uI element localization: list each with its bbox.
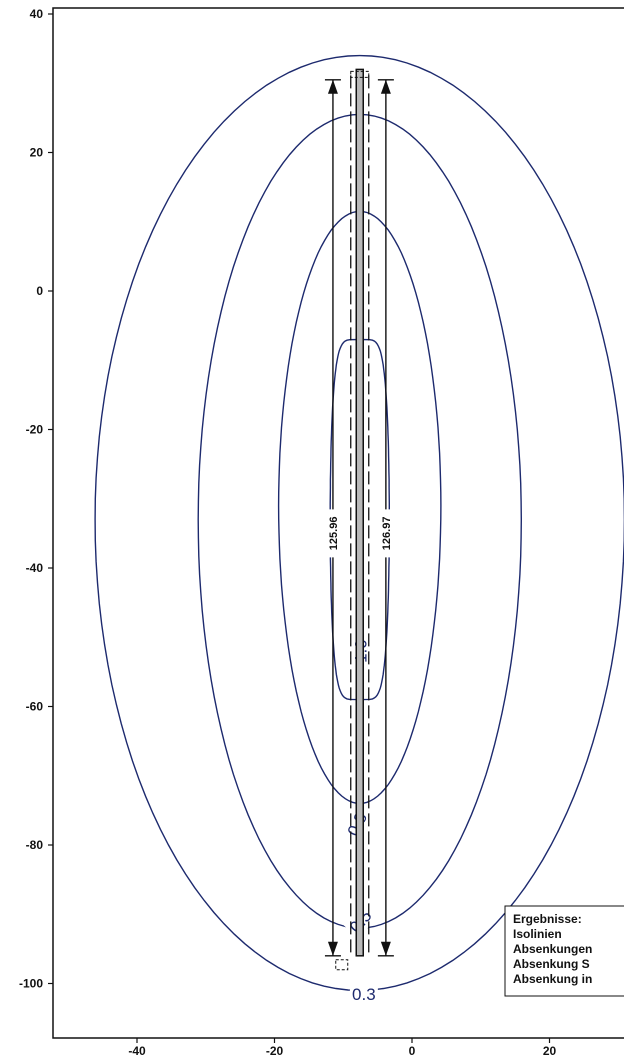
- x-tick-label: -40: [128, 1044, 146, 1058]
- y-tick-label: 20: [30, 146, 44, 160]
- legend-item: Absenkung S: [513, 957, 590, 971]
- top-cap: [350, 70, 370, 78]
- axis-ticks: 40 20 0 -20 -40 -60 -80 -100 -40 -20 0 20: [19, 7, 557, 1058]
- line-source: [355, 68, 364, 957]
- y-tick-label: 40: [30, 7, 44, 21]
- x-tick-label: 0: [409, 1044, 416, 1058]
- wells: 125.96 126.97: [324, 68, 394, 971]
- arrow-head: [327, 79, 338, 94]
- isoline-label: 0.3: [352, 985, 376, 1004]
- y-tick-label: -100: [19, 977, 43, 991]
- y-tick-label: -20: [26, 423, 44, 437]
- arrow-head: [327, 941, 338, 956]
- well-label-bg: [325, 509, 340, 558]
- legend-box: [504, 905, 624, 997]
- x-tick-label: 20: [543, 1044, 557, 1058]
- legend-item: Ergebnisse:: [513, 912, 582, 926]
- y-tick-label: 0: [36, 284, 43, 298]
- arrow-head: [380, 941, 391, 956]
- y-tick-label: -60: [26, 700, 44, 714]
- well-label: 126.97: [381, 517, 393, 551]
- legend-item: Absenkungen: [513, 942, 592, 956]
- y-tick-label: -80: [26, 838, 44, 852]
- legend: Ergebnisse:IsolinienAbsenkungenAbsenkung…: [504, 905, 624, 997]
- x-tick-label: -20: [266, 1044, 284, 1058]
- isoline-1.0: [329, 338, 390, 701]
- isoline-label-bg: [349, 983, 378, 1004]
- plot-frame: [52, 7, 624, 1039]
- well-label: 125.96: [328, 517, 340, 551]
- legend-item: Absenkung in: [513, 972, 592, 986]
- bottom-cap: [335, 959, 349, 971]
- y-tick-label: -40: [26, 561, 44, 575]
- well-label-bg: [378, 509, 393, 558]
- legend-item: Isolinien: [513, 927, 562, 941]
- arrow-head: [380, 79, 391, 94]
